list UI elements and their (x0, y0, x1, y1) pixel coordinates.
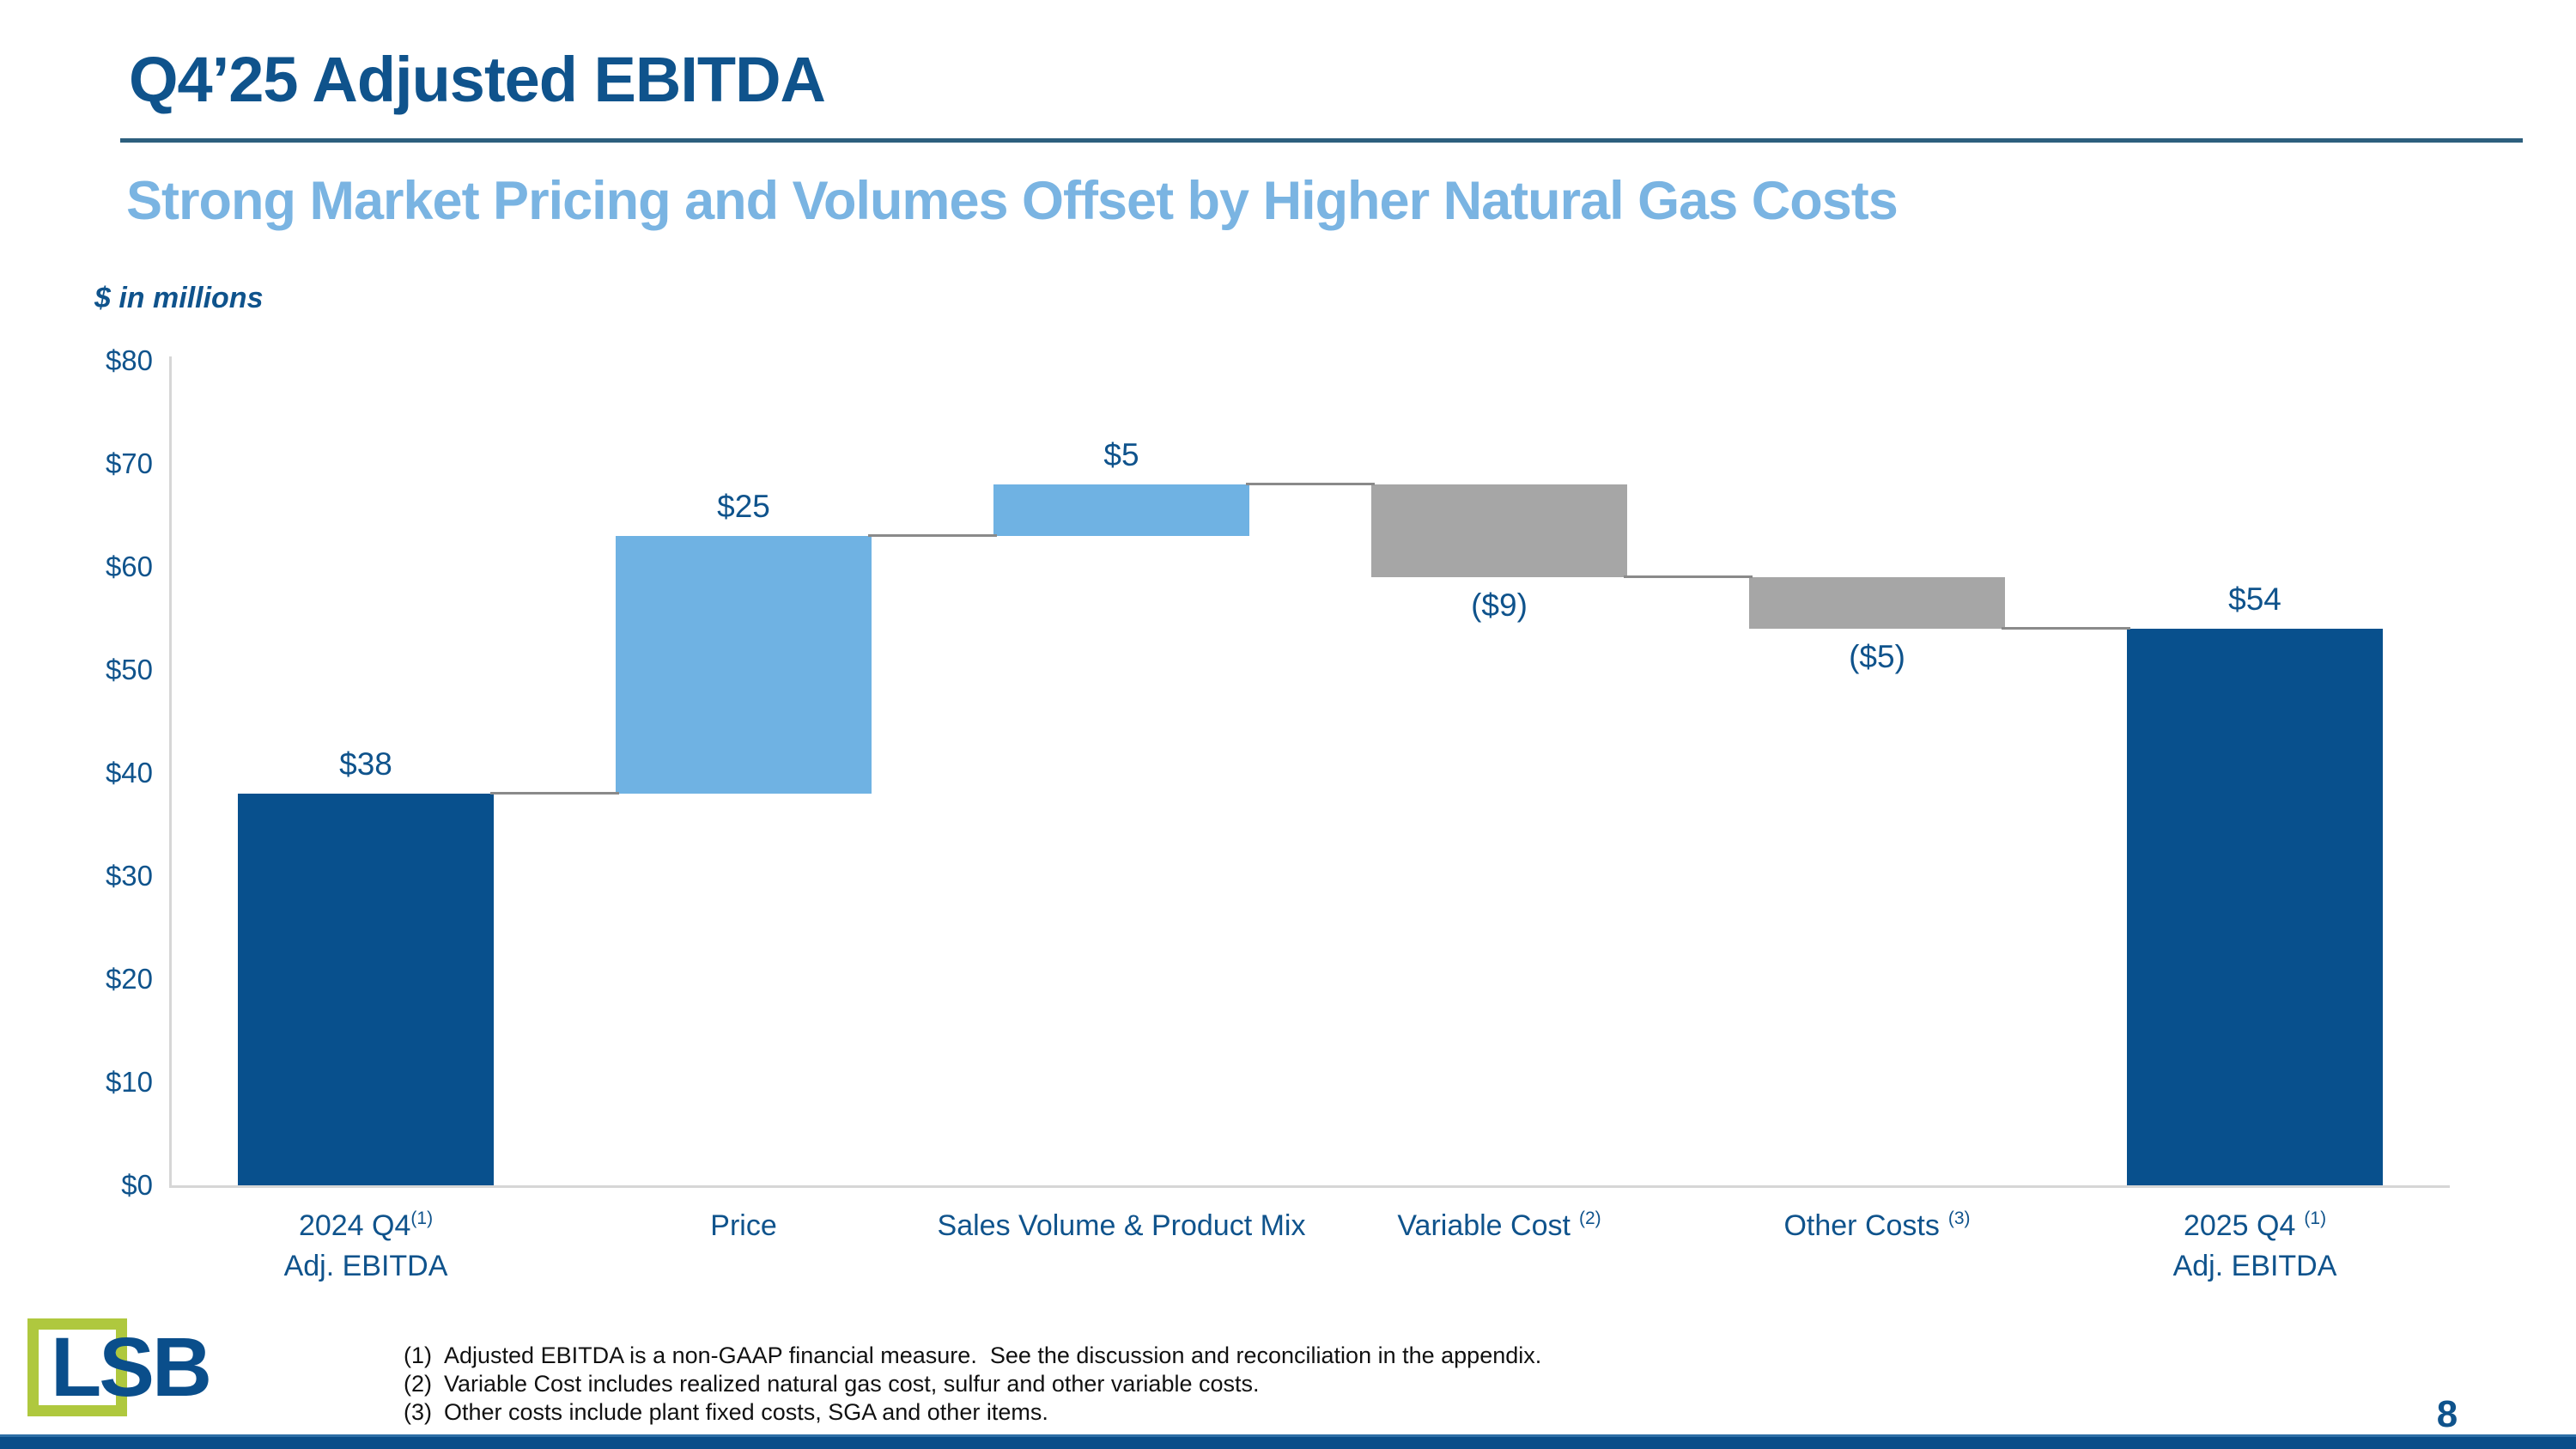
bar-value-label: ($5) (1849, 639, 1905, 674)
category-label-line1: 2025 Q4 (1) (2183, 1209, 2327, 1242)
footnote-3-marker: (3) (404, 1399, 432, 1425)
footer-accent-bar (0, 1434, 2576, 1449)
lsb-logo-text: LSB (51, 1320, 212, 1414)
category-label-line1: 2024 Q4(1) (298, 1209, 434, 1242)
bar-value-label: $38 (339, 746, 392, 782)
category-label-line2: Adj. EBITDA (283, 1250, 448, 1282)
units-note: $ in millions (94, 282, 264, 314)
category-label: Variable Cost (2) (1302, 1208, 1697, 1248)
connector-line (2002, 627, 2130, 630)
category-label: Sales Volume & Product Mix (924, 1208, 1319, 1245)
category-label-line2: Adj. EBITDA (2172, 1250, 2337, 1282)
category-label-line1: Other Costs (3) (1783, 1209, 1971, 1242)
footnote-1: (1) Adjusted EBITDA is a non-GAAP financ… (404, 1342, 1541, 1371)
waterfall-bar-6 (2127, 629, 2383, 1185)
footnote-1-text: Adjusted EBITDA is a non-GAAP financial … (444, 1342, 1542, 1368)
y-tick-label: $80 (105, 344, 153, 376)
footnote-3-text: Other costs include plant fixed costs, S… (444, 1399, 1048, 1425)
footnote-2-text: Variable Cost includes realized natural … (444, 1371, 1260, 1397)
y-axis-line (169, 356, 172, 1188)
y-tick-label: $20 (105, 963, 153, 995)
y-tick-label: $30 (105, 860, 153, 892)
footnote-3: (3) Other costs include plant fixed cost… (404, 1399, 1541, 1428)
waterfall-bar-5 (1749, 577, 2005, 629)
y-tick-label: $50 (105, 654, 153, 685)
connector-line (1246, 483, 1375, 485)
footnote-1-marker: (1) (404, 1342, 432, 1368)
title-divider-rule (120, 138, 2523, 143)
connector-line (490, 792, 619, 795)
footnotes-block: (1) Adjusted EBITDA is a non-GAAP financ… (404, 1342, 1541, 1428)
connector-line (868, 534, 997, 537)
page-number: 8 (2436, 1393, 2458, 1435)
footnote-2: (2) Variable Cost includes realized natu… (404, 1371, 1541, 1399)
category-label-line1: Variable Cost (2) (1397, 1209, 1601, 1242)
y-tick-label: $10 (105, 1066, 153, 1098)
y-tick-label: $70 (105, 447, 153, 479)
waterfall-bar-4 (1371, 484, 1627, 577)
connector-line (1624, 575, 1753, 578)
waterfall-bar-3 (993, 484, 1249, 536)
waterfall-bar-1 (238, 794, 494, 1185)
category-footnote-superscript: (3) (1947, 1209, 1971, 1228)
page-title: Q4’25 Adjusted EBITDA (129, 44, 826, 115)
lsb-logo-green-square (27, 1318, 127, 1416)
category-label: Price (546, 1208, 941, 1245)
category-label-line1: Price (710, 1209, 777, 1242)
bar-value-label: $5 (1103, 437, 1139, 472)
bar-value-label: $54 (2228, 581, 2281, 617)
lsb-logo: LSB (27, 1317, 302, 1428)
category-label: 2025 Q4 (1) Adj. EBITDA (2057, 1208, 2452, 1285)
waterfall-bar-2 (616, 536, 872, 794)
bar-value-label: ($9) (1471, 588, 1528, 623)
y-tick-label: $0 (121, 1169, 153, 1201)
category-footnote-superscript: (1) (2304, 1209, 2327, 1228)
category-footnote-superscript: (2) (1578, 1209, 1601, 1228)
category-label: 2024 Q4(1) Adj. EBITDA (168, 1208, 563, 1285)
category-label-line1: Sales Volume & Product Mix (937, 1209, 1306, 1242)
page-subtitle: Strong Market Pricing and Volumes Offset… (126, 171, 1899, 231)
bar-value-label: $25 (717, 489, 770, 524)
y-tick-label: $60 (105, 551, 153, 582)
x-axis-line (169, 1185, 2450, 1188)
footnote-2-marker: (2) (404, 1371, 432, 1397)
category-label: Other Costs (3) (1680, 1208, 2075, 1248)
category-footnote-superscript: (1) (410, 1209, 434, 1228)
y-tick-label: $40 (105, 757, 153, 788)
